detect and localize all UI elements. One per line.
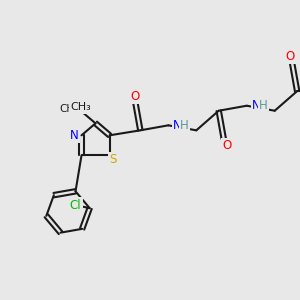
Text: H: H (180, 119, 189, 132)
Text: N: N (70, 129, 79, 142)
Text: Cl: Cl (70, 199, 82, 212)
Text: CH₃: CH₃ (59, 104, 79, 114)
Text: O: O (131, 90, 140, 103)
Text: O: O (222, 139, 231, 152)
Text: O: O (286, 50, 295, 63)
Text: N: N (173, 119, 182, 132)
Text: S: S (109, 153, 116, 166)
Text: N: N (252, 99, 260, 112)
Text: CH₃: CH₃ (70, 102, 91, 112)
Text: H: H (259, 99, 268, 112)
